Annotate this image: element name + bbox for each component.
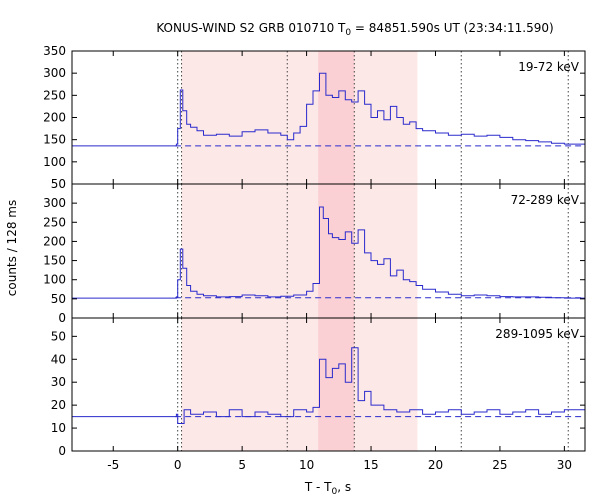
shaded-interval-0 — [181, 51, 418, 184]
panel-2: 0 10 20 30 40 50 -5 0 5 10 15 20 25 30 289-1095 keV — [51, 317, 586, 472]
shaded-interval-1 — [318, 51, 355, 184]
panel-frame — [71, 317, 586, 452]
light-curve-0 — [72, 72, 585, 147]
y-tick-label: 300 — [43, 66, 66, 80]
x-tick-label: 15 — [363, 458, 378, 472]
x-tick-label: 25 — [492, 458, 507, 472]
x-tick-label: 10 — [299, 458, 314, 472]
y-tick-label: 150 — [43, 133, 66, 147]
x-axis-label: T - T0, s — [304, 480, 351, 497]
energy-band-label: 72-289 keV — [511, 193, 580, 207]
y-tick-label: 300 — [43, 196, 66, 210]
y-tick-label: 200 — [43, 234, 66, 248]
shaded-interval-1 — [318, 184, 355, 318]
panel-0: 50 100 150 200 250 300 350 19-72 keV — [43, 44, 586, 191]
y-tick-label: 50 — [51, 177, 66, 191]
y-tick-label: 150 — [43, 254, 66, 268]
shaded-interval-0 — [181, 184, 418, 318]
y-tick-label: 250 — [43, 88, 66, 102]
y-tick-label: 20 — [51, 398, 66, 412]
y-tick-label: 0 — [58, 444, 66, 458]
x-tick-label: -5 — [107, 458, 119, 472]
y-axis-label: counts / 128 ms — [5, 200, 19, 296]
y-tick-label: 100 — [43, 273, 66, 287]
y-tick-label: 30 — [51, 375, 66, 389]
x-tick-label: 20 — [428, 458, 443, 472]
y-tick-label: 10 — [51, 421, 66, 435]
y-tick-label: 50 — [51, 329, 66, 343]
y-tick-label: 40 — [51, 352, 66, 366]
chart-title: KONUS-WIND S2 GRB 010710 T0 = 84851.590s… — [156, 21, 553, 38]
x-tick-label: 5 — [238, 458, 246, 472]
x-tick-label: 30 — [557, 458, 572, 472]
energy-band-label: 19-72 keV — [518, 60, 580, 74]
y-tick-label: 100 — [43, 155, 66, 169]
y-tick-label: 200 — [43, 111, 66, 125]
panel-1: 0 50 100 150 200 250 300 72-289 keV — [43, 183, 586, 325]
y-tick-label: 0 — [58, 311, 66, 325]
y-tick-label: 350 — [43, 44, 66, 58]
y-tick-label: 250 — [43, 215, 66, 229]
energy-band-label: 289-1095 keV — [495, 327, 579, 341]
light-curve-1 — [72, 206, 585, 299]
light-curve-2 — [72, 347, 586, 424]
shaded-interval-1 — [318, 318, 355, 451]
x-tick-label: 0 — [174, 458, 182, 472]
shaded-interval-0 — [181, 318, 418, 451]
y-tick-label: 50 — [51, 292, 66, 306]
